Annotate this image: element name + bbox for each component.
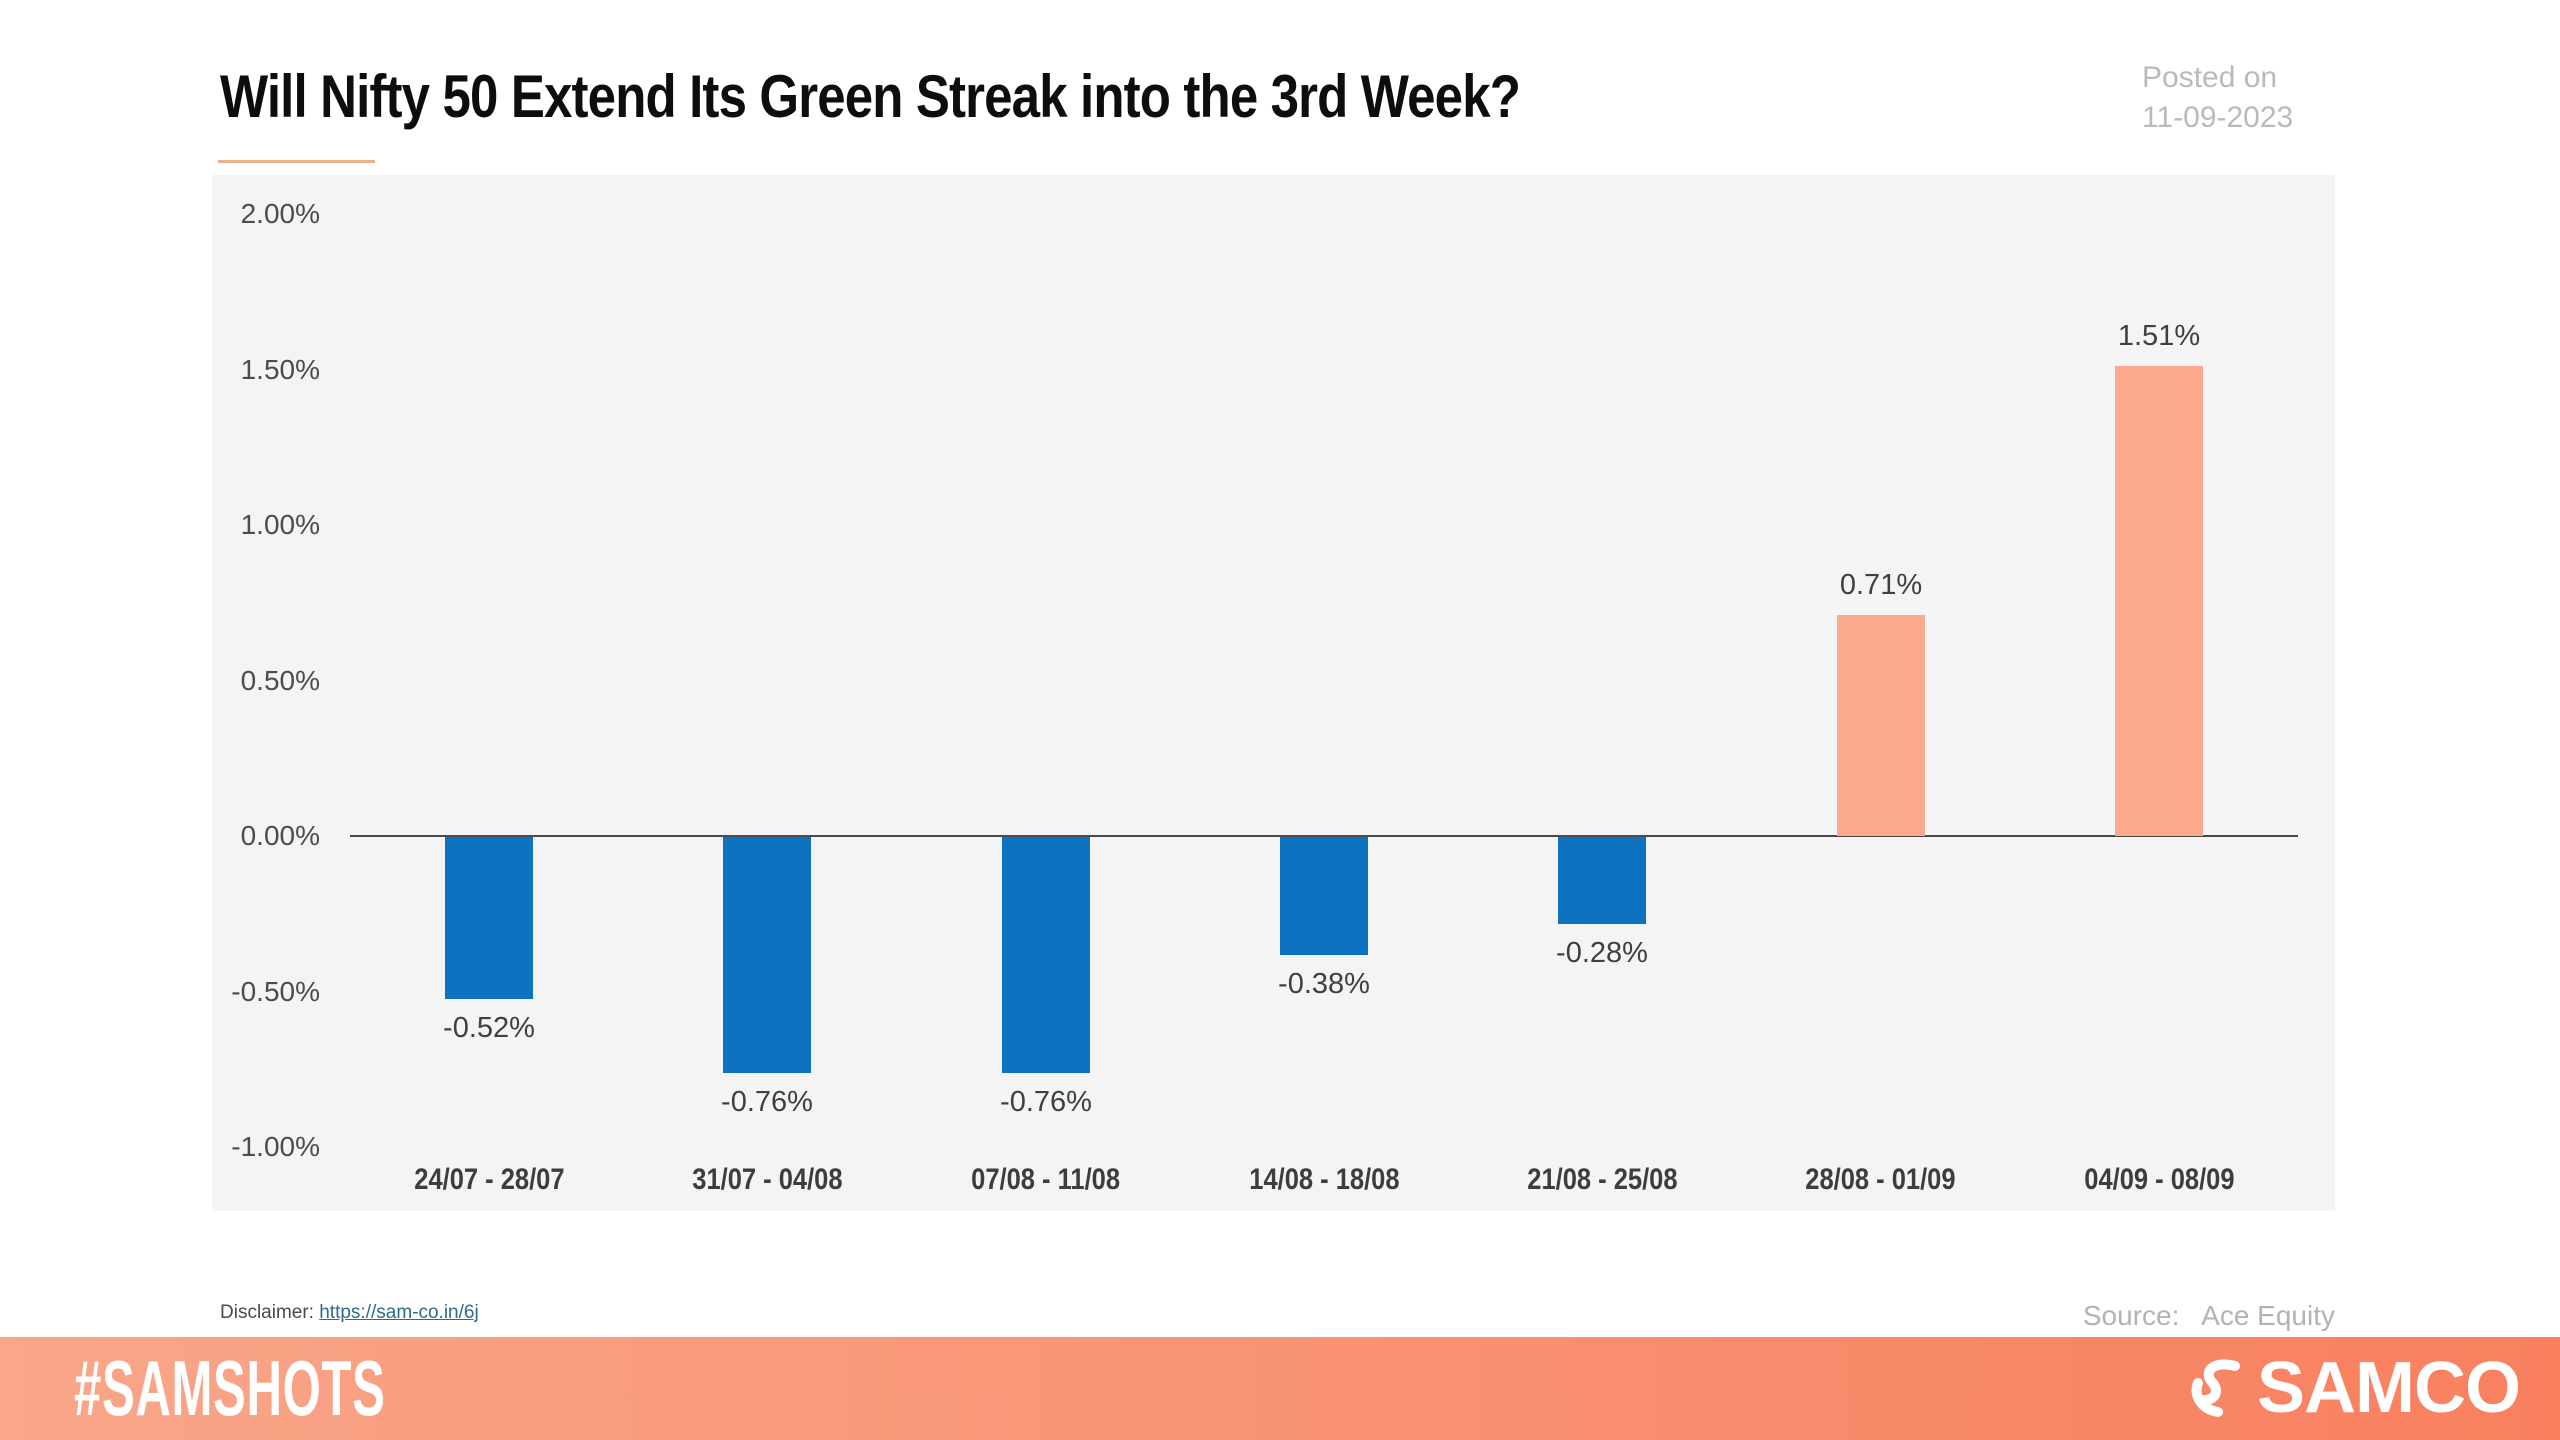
footer-bar: #SAMSHOTS SAMCO [0, 1337, 2560, 1440]
y-axis-tick-label: -1.00% [231, 1131, 320, 1162]
posted-on-date: 11-09-2023 [2142, 101, 2294, 134]
hashtag-samshots: #SAMSHOTS [74, 1344, 386, 1432]
plot-area: 2.00% 1.50% 1.00% 0.50% 0.00% -0.50% -1.00% -0.… [212, 175, 2335, 1211]
bar-24-07-28-07 [445, 837, 533, 999]
source-label: Source: [2082, 1300, 2180, 1331]
y-axis-tick-label: 0.00% [240, 820, 320, 851]
x-axis-category-label: 21/08 - 25/08 [1526, 1163, 1678, 1196]
disclaimer-link[interactable]: https://sam-co.in/6j [319, 1302, 479, 1323]
bar-value-label: -0.76% [721, 1086, 813, 1118]
bar-value-label: -0.28% [1556, 937, 1648, 969]
bar-28-08-01-09 [1837, 615, 1925, 836]
bar-value-label: -0.52% [443, 1012, 535, 1044]
bar-31-07-04-08 [723, 837, 811, 1073]
y-axis-tick-label: -0.50% [231, 975, 320, 1007]
x-axis-category-label: 24/07 - 28/07 [413, 1163, 565, 1196]
y-axis-tick-label: 1.50% [240, 353, 320, 385]
y-axis-tick-label: 0.50% [240, 664, 320, 696]
bar-14-08-18-08 [1280, 837, 1368, 955]
title-underline [218, 160, 375, 163]
bar-value-label: 1.51% [2117, 320, 2201, 352]
samco-brand-name: SAMCO [2257, 1348, 2521, 1428]
posted-on-label: Posted on [2142, 61, 2278, 94]
zero-axis-line [350, 835, 2298, 837]
page-title: Will Nifty 50 Extend Its Green Streak in… [220, 63, 1521, 130]
bar-value-label: 0.71% [1839, 569, 1923, 601]
source-credit: Source: Ace Equity [2083, 1300, 2335, 1332]
bar-04-09-08-09 [2115, 366, 2203, 836]
y-axis-tick-label: 1.00% [240, 509, 320, 540]
bar-21-08-25-08 [1558, 837, 1646, 924]
bar-value-label: -0.38% [1278, 968, 1370, 1000]
x-axis-category-label: 28/08 - 01/09 [1804, 1163, 1956, 1196]
x-axis-category-label: 04/09 - 08/09 [2083, 1163, 2235, 1196]
x-axis-category-label: 07/08 - 11/08 [971, 1163, 1121, 1196]
samco-brand: SAMCO [2185, 1337, 2521, 1440]
bar-value-label: -0.76% [1000, 1086, 1092, 1118]
source-value: Ace Equity [2201, 1300, 2335, 1331]
x-axis-category-label: 31/07 - 04/08 [691, 1163, 843, 1196]
posted-on: Posted on 11-09-2023 [2142, 58, 2293, 138]
x-axis-category-label: 14/08 - 18/08 [1248, 1163, 1400, 1196]
disclaimer: Disclaimer: https://sam-co.in/6j [220, 1302, 479, 1324]
disclaimer-label: Disclaimer: [220, 1302, 320, 1323]
samco-logo-icon [2191, 1359, 2240, 1417]
y-axis-tick-label: 2.00% [240, 198, 320, 229]
bar-07-08-11-08 [1002, 837, 1090, 1073]
